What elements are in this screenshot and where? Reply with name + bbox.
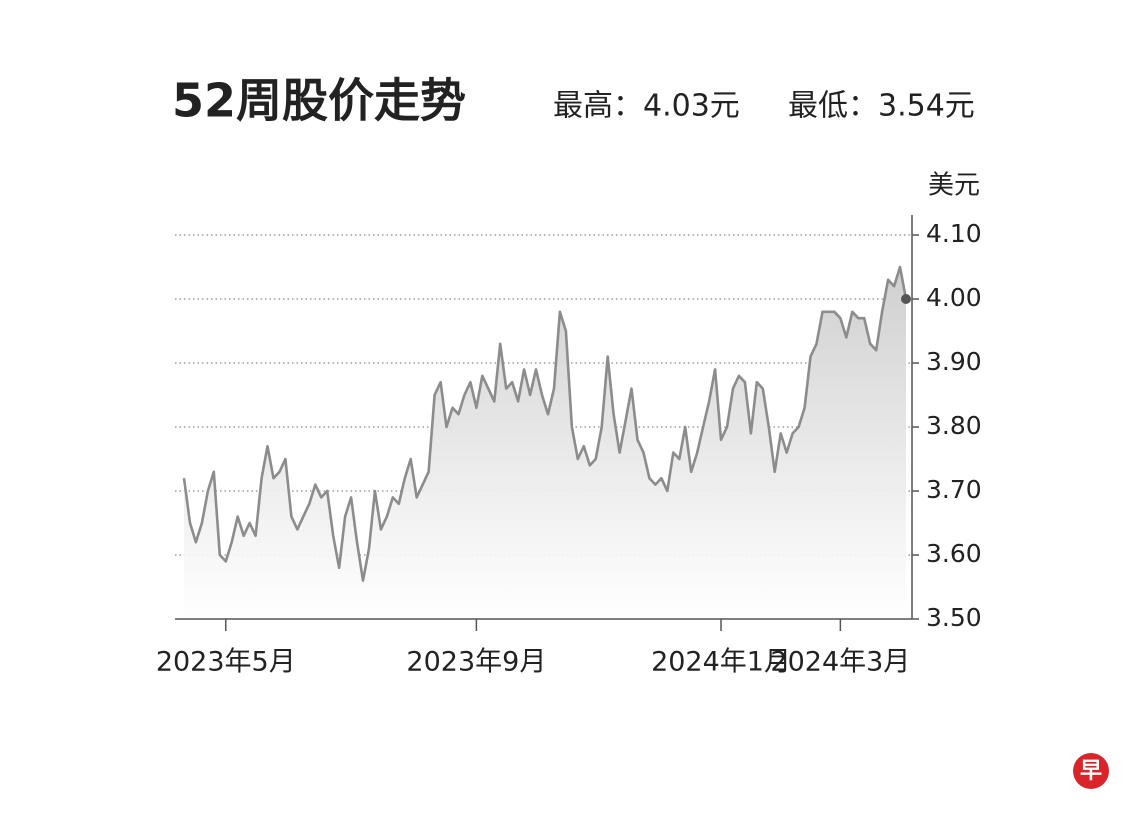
y-tick-label: 3.70 [926, 475, 982, 504]
y-tick-label: 3.90 [926, 347, 982, 376]
chart-title: 52周股价走势 [172, 74, 466, 128]
y-tick-label: 4.10 [926, 219, 982, 248]
subtitle-low: 最低：3.54元 [788, 89, 975, 124]
x-tick-label: 2024年1月 [651, 647, 791, 678]
x-tick-label: 2023年9月 [406, 647, 546, 678]
last-point [901, 294, 911, 304]
plot: 3.50 3.60 3.70 3.80 3.90 4.00 4.10 2023年5月 2023年… [156, 215, 982, 678]
logo: 早 [1080, 759, 1102, 784]
y-tick-label: 3.80 [926, 411, 982, 440]
x-tick-label: 2023年5月 [156, 647, 296, 678]
price-line [182, 265, 908, 582]
y-tick-label: 3.60 [926, 539, 982, 568]
y-tick-label: 4.00 [926, 283, 982, 312]
subtitle-high: 最高：4.03元 [553, 89, 740, 124]
y-axis-label: 美元 [928, 171, 980, 201]
area [184, 267, 906, 619]
y-tick-label: 3.50 [926, 603, 982, 632]
logo-badge [1073, 753, 1109, 789]
x-tick-label: 2024年3月 [770, 647, 910, 678]
